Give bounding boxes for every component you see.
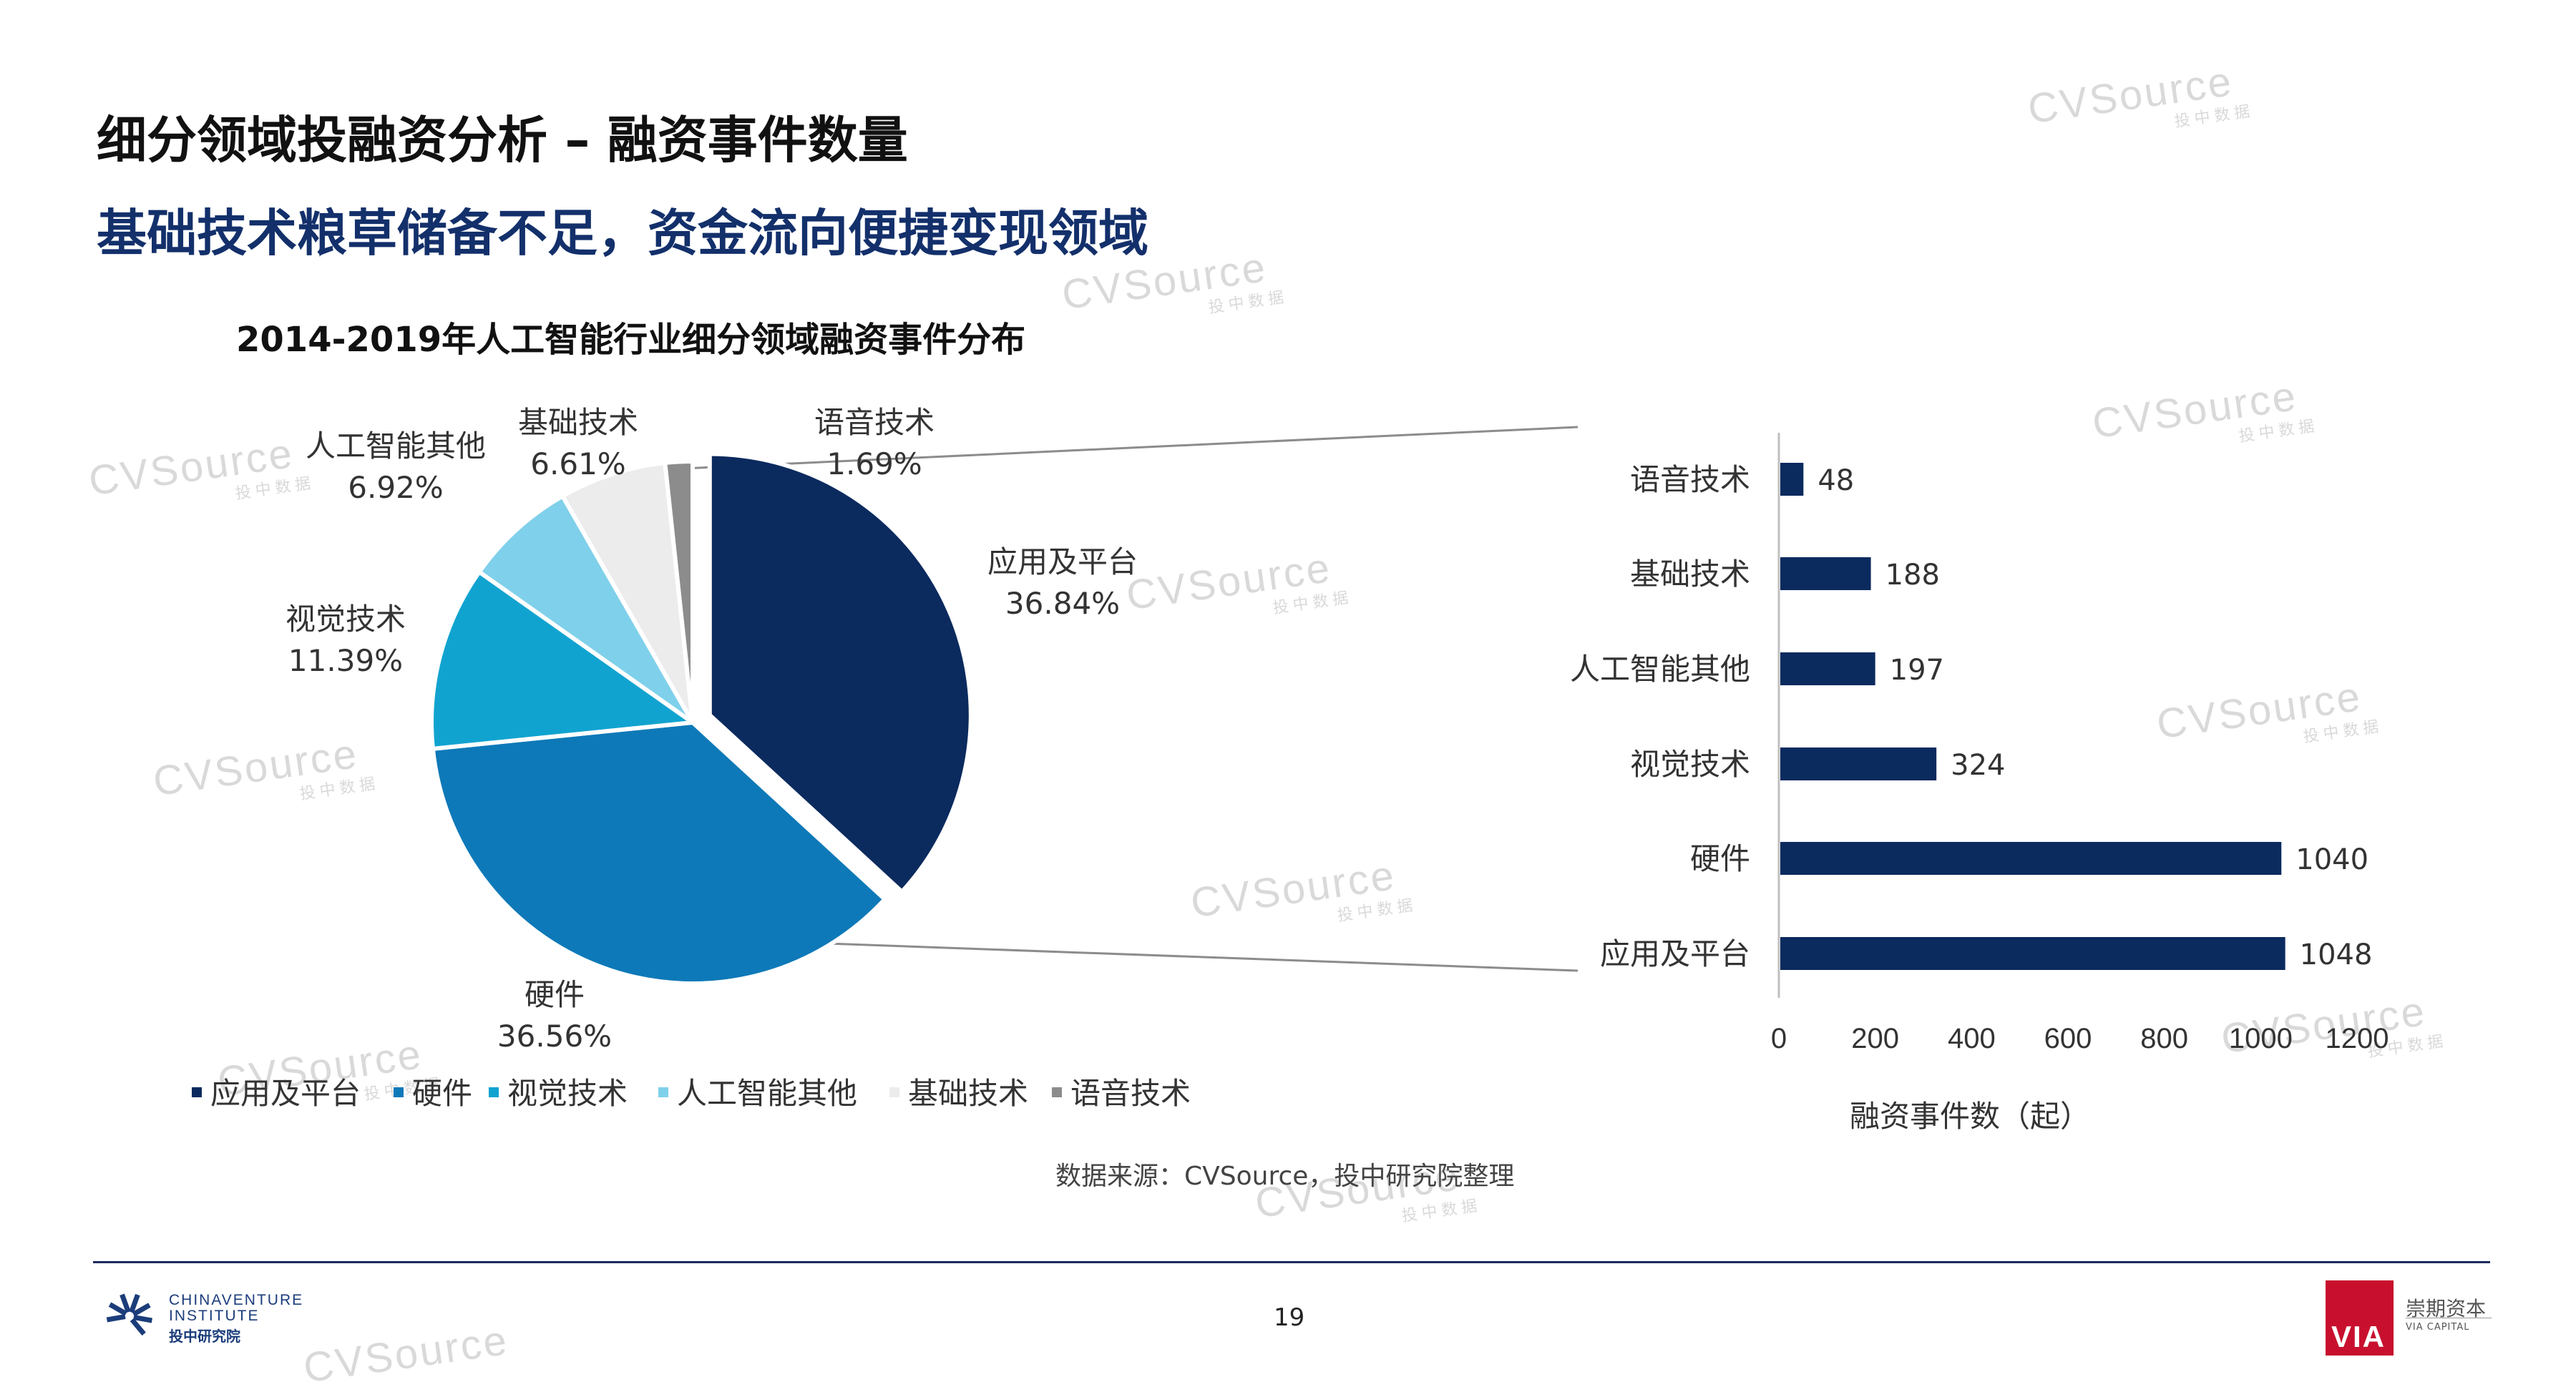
- legend-swatch: [1052, 1087, 1062, 1097]
- category-label: 人工智能其他: [1570, 652, 1750, 687]
- pie-label: 应用及平台: [987, 544, 1138, 579]
- data-source-note: 数据来源：CVSource，投中研究院整理: [1055, 1162, 1515, 1191]
- pie-percent-label: 6.92%: [348, 470, 443, 505]
- pie-label: 基础技术: [518, 405, 638, 440]
- legend-swatch: [658, 1087, 668, 1097]
- bar-value-label: 48: [1818, 464, 1854, 497]
- page-title: 细分领域投融资分析 – 融资事件数量: [97, 111, 908, 170]
- bar: [1780, 557, 1871, 590]
- page-number: 19: [1274, 1303, 1305, 1332]
- chart-canvas: 应用及平台 36.84% 硬件 36.56% 视觉技术 11.39% 人工智能其他 6.92%…: [192, 405, 2389, 1134]
- x-tick-label: 0: [1771, 1023, 1787, 1054]
- bar-value-label: 1040: [2296, 843, 2368, 876]
- legend-label: 基础技术: [908, 1076, 1028, 1111]
- bar: [1780, 937, 2285, 970]
- bar-value-label: 1048: [2300, 938, 2373, 971]
- via-logo-cn: 崇期资本: [2406, 1297, 2487, 1320]
- via-capital-logo: VIA 崇期资本 VIA CAPITAL: [2326, 1280, 2497, 1356]
- pie-percent-label: 36.84%: [1005, 586, 1120, 621]
- chinaventure-icon: [106, 1293, 153, 1336]
- pie-slice: [663, 459, 695, 723]
- bar: [1780, 842, 2282, 875]
- category-label: 基础技术: [1630, 557, 1750, 592]
- legend-swatch: [489, 1087, 499, 1097]
- bar-value-label: 324: [1951, 749, 2005, 782]
- legend-swatch: [192, 1087, 202, 1097]
- pie-slice: [560, 460, 695, 724]
- pie-slice: [707, 451, 973, 895]
- via-logo-en: VIA CAPITAL: [2406, 1322, 2470, 1333]
- category-label: 语音技术: [1630, 462, 1750, 497]
- chinaventure-logo: CHINAVENTURE INSTITUTE 投中研究院: [99, 1288, 342, 1345]
- pie-slice: [430, 720, 888, 986]
- category-label: 硬件: [1690, 841, 1750, 876]
- pie-percent-label: 36.56%: [497, 1019, 612, 1054]
- pie-label: 语音技术: [814, 405, 935, 440]
- legend-swatch: [394, 1087, 404, 1097]
- legend-label: 人工智能其他: [677, 1076, 857, 1111]
- x-axis-label: 融资事件数（起）: [1850, 1099, 2090, 1134]
- connector-line: [683, 426, 1579, 470]
- legend-label: 应用及平台: [210, 1076, 361, 1111]
- x-tick-label: 1000: [2229, 1023, 2293, 1054]
- pie-label: 硬件: [525, 977, 585, 1012]
- pie-percent-label: 6.61%: [530, 446, 625, 481]
- x-tick-label: 400: [1948, 1023, 1996, 1054]
- bar-value-label: 188: [1885, 559, 1940, 592]
- bar: [1780, 652, 1875, 685]
- pie-percent-label: 1.69%: [826, 446, 922, 481]
- connector-line: [808, 941, 1579, 972]
- legend-label: 语音技术: [1070, 1076, 1191, 1111]
- pie-percent-label: 11.39%: [288, 643, 403, 678]
- pie-label: 人工智能其他: [306, 428, 486, 464]
- pie-slice: [429, 569, 699, 752]
- bar: [1780, 748, 1937, 780]
- x-tick-label: 200: [1851, 1023, 1899, 1054]
- pie-label: 视觉技术: [286, 602, 406, 637]
- footer-divider: [93, 1261, 2490, 1263]
- legend-label: 硬件: [412, 1076, 472, 1111]
- via-logo-text: VIA: [2331, 1320, 2386, 1353]
- x-tick-label: 1200: [2326, 1023, 2389, 1054]
- category-label: 应用及平台: [1600, 936, 1750, 971]
- legend-swatch: [889, 1087, 899, 1097]
- pie-slice: [476, 493, 695, 725]
- category-label: 视觉技术: [1630, 747, 1750, 782]
- page-subtitle: 基础技术粮草储备不足，资金流向便捷变现领域: [97, 204, 1148, 263]
- x-tick-label: 600: [2044, 1023, 2092, 1054]
- bar: [1780, 463, 1804, 496]
- logo-text-line1: CHINAVENTURE: [169, 1292, 304, 1308]
- legend-label: 视觉技术: [507, 1076, 628, 1111]
- chart-title: 2014-2019年人工智能行业细分领域融资事件分布: [236, 320, 1026, 360]
- x-tick-label: 800: [2140, 1023, 2188, 1054]
- logo-text-line3: 投中研究院: [169, 1328, 240, 1345]
- via-logo-mark: [2326, 1280, 2394, 1356]
- bar-value-label: 197: [1890, 654, 1944, 687]
- logo-text-line2: INSTITUTE: [169, 1308, 260, 1324]
